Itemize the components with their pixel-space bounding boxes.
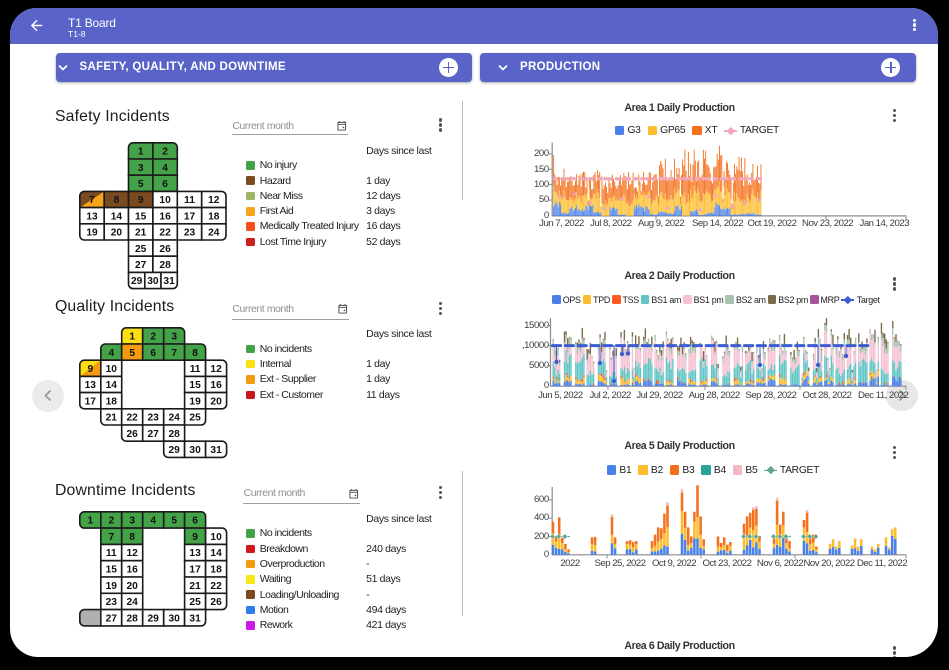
svg-text:28: 28 xyxy=(168,429,180,440)
svg-text:14: 14 xyxy=(210,548,222,559)
svg-text:20: 20 xyxy=(210,396,222,407)
svg-text:24: 24 xyxy=(208,228,220,239)
svg-text:2: 2 xyxy=(150,331,156,342)
svg-text:18: 18 xyxy=(105,396,117,407)
svg-text:13: 13 xyxy=(189,548,201,559)
svg-text:11: 11 xyxy=(189,364,200,375)
svg-text:21: 21 xyxy=(105,412,117,423)
svg-text:18: 18 xyxy=(208,212,220,223)
svg-text:10: 10 xyxy=(159,195,171,206)
svg-text:21: 21 xyxy=(189,580,201,591)
svg-text:15: 15 xyxy=(189,380,201,391)
svg-text:10: 10 xyxy=(105,364,117,375)
svg-text:26: 26 xyxy=(159,244,171,255)
svg-text:9: 9 xyxy=(87,364,93,375)
svg-text:6: 6 xyxy=(150,348,156,359)
svg-text:20: 20 xyxy=(126,580,138,591)
svg-text:17: 17 xyxy=(84,396,96,407)
svg-text:28: 28 xyxy=(126,613,138,624)
svg-text:3: 3 xyxy=(129,515,135,526)
svg-text:9: 9 xyxy=(192,531,198,542)
svg-text:15: 15 xyxy=(105,564,117,575)
svg-text:16: 16 xyxy=(126,564,138,575)
svg-text:22: 22 xyxy=(126,412,138,423)
svg-text:11: 11 xyxy=(105,548,116,559)
svg-text:29: 29 xyxy=(147,613,159,624)
svg-text:27: 27 xyxy=(135,260,147,271)
svg-text:31: 31 xyxy=(189,613,201,624)
svg-text:27: 27 xyxy=(105,613,117,624)
svg-text:22: 22 xyxy=(210,580,222,591)
svg-text:23: 23 xyxy=(183,228,195,239)
svg-text:8: 8 xyxy=(192,348,198,359)
svg-text:2: 2 xyxy=(162,147,168,158)
svg-text:6: 6 xyxy=(162,179,168,190)
svg-text:12: 12 xyxy=(210,364,222,375)
svg-text:26: 26 xyxy=(126,429,138,440)
svg-text:17: 17 xyxy=(183,212,195,223)
svg-text:7: 7 xyxy=(108,531,114,542)
svg-text:20: 20 xyxy=(110,228,122,239)
svg-text:4: 4 xyxy=(162,163,168,174)
svg-text:30: 30 xyxy=(147,276,159,287)
svg-text:24: 24 xyxy=(168,412,180,423)
svg-text:1: 1 xyxy=(87,515,93,526)
svg-text:5: 5 xyxy=(137,179,143,190)
svg-text:13: 13 xyxy=(84,380,96,391)
svg-text:23: 23 xyxy=(105,597,117,608)
svg-text:26: 26 xyxy=(210,597,222,608)
svg-text:25: 25 xyxy=(189,597,201,608)
svg-text:31: 31 xyxy=(210,445,222,456)
svg-text:3: 3 xyxy=(171,331,177,342)
svg-text:19: 19 xyxy=(86,228,98,239)
svg-text:27: 27 xyxy=(147,429,159,440)
svg-text:17: 17 xyxy=(189,564,201,575)
svg-text:21: 21 xyxy=(135,228,147,239)
svg-text:16: 16 xyxy=(159,212,171,223)
svg-text:19: 19 xyxy=(105,580,117,591)
svg-text:15: 15 xyxy=(135,212,147,223)
svg-text:5: 5 xyxy=(171,515,177,526)
svg-text:14: 14 xyxy=(105,380,117,391)
svg-text:12: 12 xyxy=(126,548,138,559)
svg-text:31: 31 xyxy=(163,276,175,287)
svg-text:29: 29 xyxy=(131,276,143,287)
svg-text:30: 30 xyxy=(189,445,201,456)
svg-text:2: 2 xyxy=(108,515,114,526)
svg-text:28: 28 xyxy=(159,260,171,271)
svg-text:9: 9 xyxy=(137,195,143,206)
svg-text:24: 24 xyxy=(126,597,138,608)
svg-text:8: 8 xyxy=(129,531,135,542)
svg-text:25: 25 xyxy=(189,412,201,423)
svg-text:6: 6 xyxy=(192,515,198,526)
svg-text:25: 25 xyxy=(135,244,147,255)
svg-text:29: 29 xyxy=(168,445,180,456)
svg-text:30: 30 xyxy=(168,613,180,624)
svg-text:23: 23 xyxy=(147,412,159,423)
svg-text:7: 7 xyxy=(171,348,177,359)
svg-text:1: 1 xyxy=(137,147,143,158)
svg-text:4: 4 xyxy=(150,515,156,526)
svg-text:11: 11 xyxy=(184,195,195,206)
svg-text:4: 4 xyxy=(108,348,114,359)
svg-text:10: 10 xyxy=(210,531,222,542)
svg-text:22: 22 xyxy=(159,228,171,239)
svg-text:1: 1 xyxy=(129,331,135,342)
svg-text:18: 18 xyxy=(210,564,222,575)
svg-text:3: 3 xyxy=(137,163,143,174)
svg-text:13: 13 xyxy=(86,212,98,223)
svg-text:19: 19 xyxy=(189,396,201,407)
svg-text:14: 14 xyxy=(110,212,122,223)
svg-text:16: 16 xyxy=(210,380,222,391)
svg-text:12: 12 xyxy=(208,195,220,206)
svg-text:8: 8 xyxy=(113,195,119,206)
svg-text:5: 5 xyxy=(129,348,135,359)
svg-text:7: 7 xyxy=(89,195,95,206)
